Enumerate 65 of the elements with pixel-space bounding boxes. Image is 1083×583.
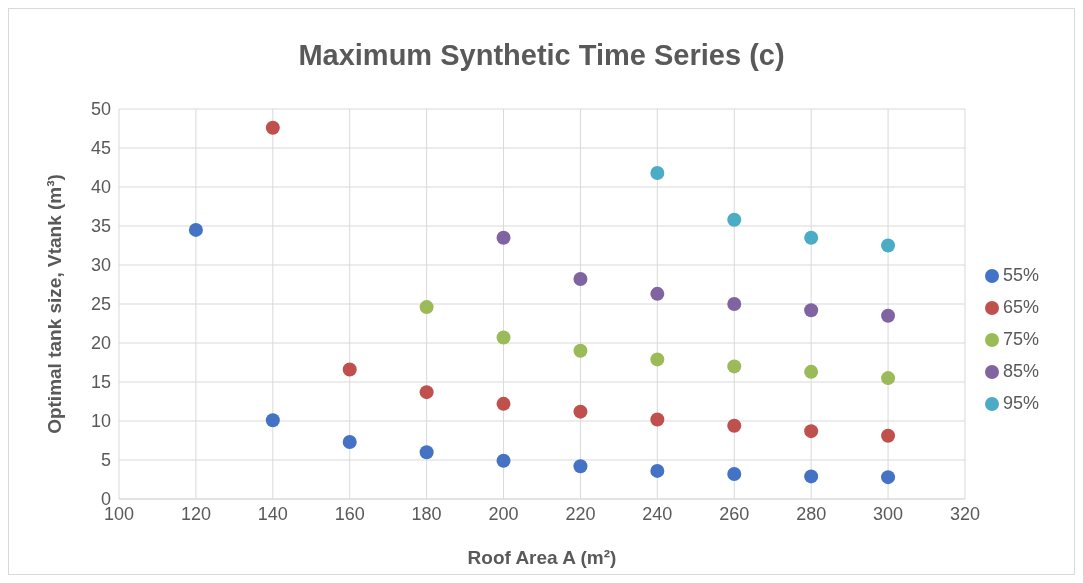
y-tick-label: 50 bbox=[90, 99, 111, 120]
point bbox=[881, 428, 896, 443]
point bbox=[727, 297, 742, 311]
point bbox=[265, 413, 280, 428]
point bbox=[496, 396, 511, 411]
x-tick-label: 140 bbox=[257, 503, 288, 524]
point bbox=[804, 364, 819, 379]
legend-label: 95% bbox=[1002, 393, 1039, 413]
x-tick-label: 240 bbox=[642, 503, 673, 524]
y-tick-label: 5 bbox=[100, 450, 111, 471]
point bbox=[804, 303, 819, 318]
legend-label: 65% bbox=[1002, 297, 1039, 317]
y-tick-label: 10 bbox=[90, 411, 111, 432]
point bbox=[573, 343, 588, 358]
x-tick-label: 280 bbox=[796, 503, 827, 524]
point bbox=[265, 120, 280, 135]
point bbox=[650, 412, 665, 427]
point bbox=[727, 418, 742, 433]
legend-label: 85% bbox=[1002, 361, 1039, 381]
legend-label: 55% bbox=[1002, 265, 1039, 285]
x-tick-label: 120 bbox=[180, 503, 211, 524]
y-tick-label: 45 bbox=[90, 138, 111, 159]
x-tick-label: 160 bbox=[334, 503, 365, 524]
point bbox=[650, 165, 665, 180]
point bbox=[573, 459, 588, 474]
point bbox=[881, 308, 896, 323]
point bbox=[727, 467, 742, 482]
point bbox=[650, 286, 665, 301]
y-tick-label: 30 bbox=[90, 255, 111, 276]
x-tick-label: 200 bbox=[488, 503, 519, 524]
point bbox=[804, 469, 819, 484]
point bbox=[573, 272, 588, 287]
point bbox=[342, 362, 357, 377]
point bbox=[881, 470, 896, 485]
point bbox=[881, 238, 896, 253]
point bbox=[573, 404, 588, 419]
x-tick-label: 300 bbox=[873, 503, 904, 524]
y-tick-label: 25 bbox=[90, 294, 111, 315]
point bbox=[727, 212, 742, 227]
y-tick-label: 40 bbox=[90, 177, 111, 198]
point bbox=[419, 300, 434, 315]
x-tick-label: 260 bbox=[719, 503, 750, 524]
point bbox=[804, 424, 819, 439]
point bbox=[650, 463, 665, 478]
legend-label: 75% bbox=[1002, 329, 1039, 349]
y-tick-label: 15 bbox=[90, 372, 111, 393]
x-tick-label: 320 bbox=[949, 503, 980, 524]
x-tick-label: 220 bbox=[565, 503, 596, 524]
chart-title: Maximum Synthetic Time Series (c) bbox=[297, 39, 786, 73]
y-tick-label: 35 bbox=[90, 216, 111, 237]
point bbox=[804, 230, 819, 245]
x-tick-label: 180 bbox=[411, 503, 442, 524]
point bbox=[496, 230, 511, 245]
x-axis-title: Roof Area A (m²) bbox=[467, 547, 617, 568]
point bbox=[881, 371, 896, 386]
point bbox=[496, 453, 511, 468]
point bbox=[650, 352, 665, 367]
point bbox=[496, 330, 511, 345]
point bbox=[727, 359, 742, 374]
y-tick-label: 20 bbox=[90, 333, 111, 354]
point bbox=[419, 445, 434, 460]
point bbox=[188, 222, 203, 237]
y-axis-title: Optimal tank size, Vtank (m³) bbox=[43, 174, 65, 434]
point bbox=[419, 385, 434, 400]
point bbox=[342, 435, 357, 450]
